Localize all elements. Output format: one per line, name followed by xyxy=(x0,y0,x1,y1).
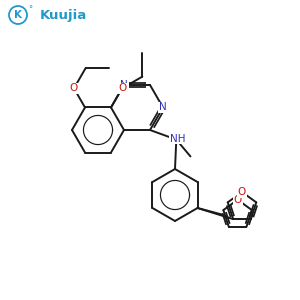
Text: K: K xyxy=(14,10,22,20)
Text: °: ° xyxy=(28,5,32,14)
Text: N: N xyxy=(159,103,167,112)
Text: O: O xyxy=(238,187,246,197)
Text: Kuujia: Kuujia xyxy=(40,8,87,22)
Text: O: O xyxy=(70,83,78,93)
Text: O: O xyxy=(118,83,126,93)
Text: O: O xyxy=(233,195,242,205)
Text: NH: NH xyxy=(169,134,185,144)
Text: N: N xyxy=(120,80,128,90)
